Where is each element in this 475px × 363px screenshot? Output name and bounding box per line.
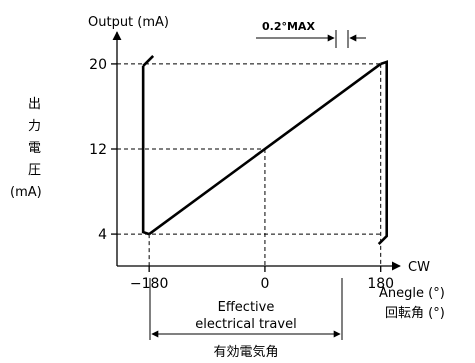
y-axis-side-label: 出 力 電 圧 (mA) bbox=[10, 97, 42, 200]
side-char-4: 圧 bbox=[28, 163, 41, 178]
side-char-3: 電 bbox=[28, 141, 41, 156]
series-group bbox=[141, 54, 389, 246]
x-axis-title-jp: 回転角 (°) bbox=[385, 306, 445, 321]
y-axis-title: Output (mA) bbox=[88, 15, 169, 30]
x-tick-label-0: −180 bbox=[130, 276, 168, 292]
x-arrow-label: CW bbox=[408, 260, 430, 275]
x-tick-label-2: 180 bbox=[367, 276, 394, 292]
travel-label-jp: 有効電気角 bbox=[213, 344, 278, 360]
side-char-1: 出 bbox=[28, 97, 41, 112]
x-tick-label-1: 0 bbox=[260, 276, 269, 292]
x-ticks: −180 0 180 bbox=[130, 266, 394, 292]
travel-label-1: Effective bbox=[218, 300, 275, 315]
travel-label-2: electrical travel bbox=[195, 317, 296, 332]
x-axis-title: Anegle (°) bbox=[379, 286, 445, 301]
right-transition-stroke bbox=[377, 60, 389, 246]
y-tick-label-1: 12 bbox=[89, 142, 107, 158]
left-transition-stroke bbox=[141, 54, 155, 236]
y-tick-label-2: 20 bbox=[89, 57, 107, 73]
series-line bbox=[148, 62, 382, 236]
effective-travel-annotation: Effective electrical travel 有効電気角 bbox=[149, 278, 343, 360]
max-annotation: 0.2°MAX bbox=[256, 20, 366, 48]
max-label: 0.2°MAX bbox=[262, 20, 315, 33]
guide-lines bbox=[117, 63, 382, 266]
y-ticks: 4 12 20 bbox=[89, 57, 117, 243]
side-char-2: 力 bbox=[28, 119, 41, 134]
side-char-5: (mA) bbox=[10, 185, 42, 200]
y-tick-label-0: 4 bbox=[98, 227, 107, 243]
